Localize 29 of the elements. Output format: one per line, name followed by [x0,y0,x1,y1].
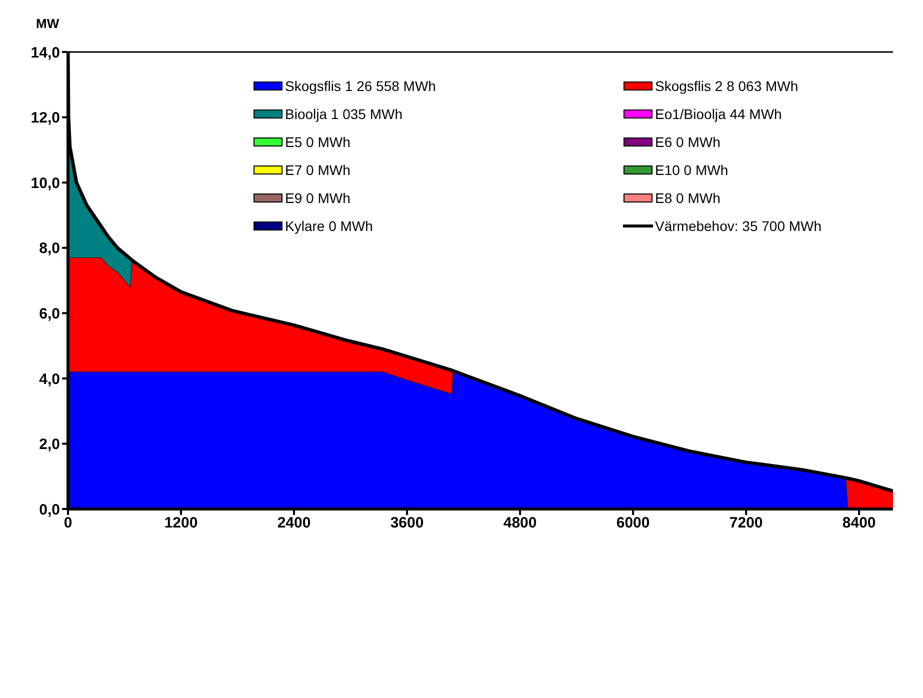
y-tick-label: 0,0 [39,501,60,518]
legend-label: Bioolja 1 035 MWh [285,106,403,122]
y-axis-title: MW [36,16,60,31]
x-tick-label: 3600 [390,514,424,532]
y-tick-label: 12,0 [30,110,60,127]
y-tick-label: 10,0 [30,174,60,192]
y-tick-label: 2,0 [39,436,60,454]
x-tick-label: 6000 [616,514,650,532]
x-tick-label: 4800 [503,514,537,532]
x-tick-label: 1200 [164,514,198,532]
x-tick-label: 7200 [729,514,763,532]
legend-label: E7 0 MWh [285,162,350,178]
x-tick-label: 0 [64,514,72,532]
x-tick-label: 2400 [277,514,311,532]
legend-label: E8 0 MWh [655,190,720,206]
legend-label: Värmebehov: 35 700 MWh [655,218,822,234]
y-tick-label: 14,0 [30,44,60,62]
legend-label: Eo1/Bioolja 44 MWh [655,106,782,122]
legend-label: E6 0 MWh [655,134,720,150]
legend-label: Kylare 0 MWh [285,218,373,234]
y-tick-label: 8,0 [39,240,60,258]
legend-label: Skogsflis 1 26 558 MWh [285,78,436,94]
legend-label: Skogsflis 2 8 063 MWh [655,78,798,94]
y-tick-label: 6,0 [39,305,60,322]
legend-label: E9 0 MWh [285,190,350,206]
legend-label: E5 0 MWh [285,134,350,150]
x-tick-label: 8400 [842,514,876,532]
legend-label: E10 0 MWh [655,162,728,178]
y-tick-label: 4,0 [39,370,60,388]
